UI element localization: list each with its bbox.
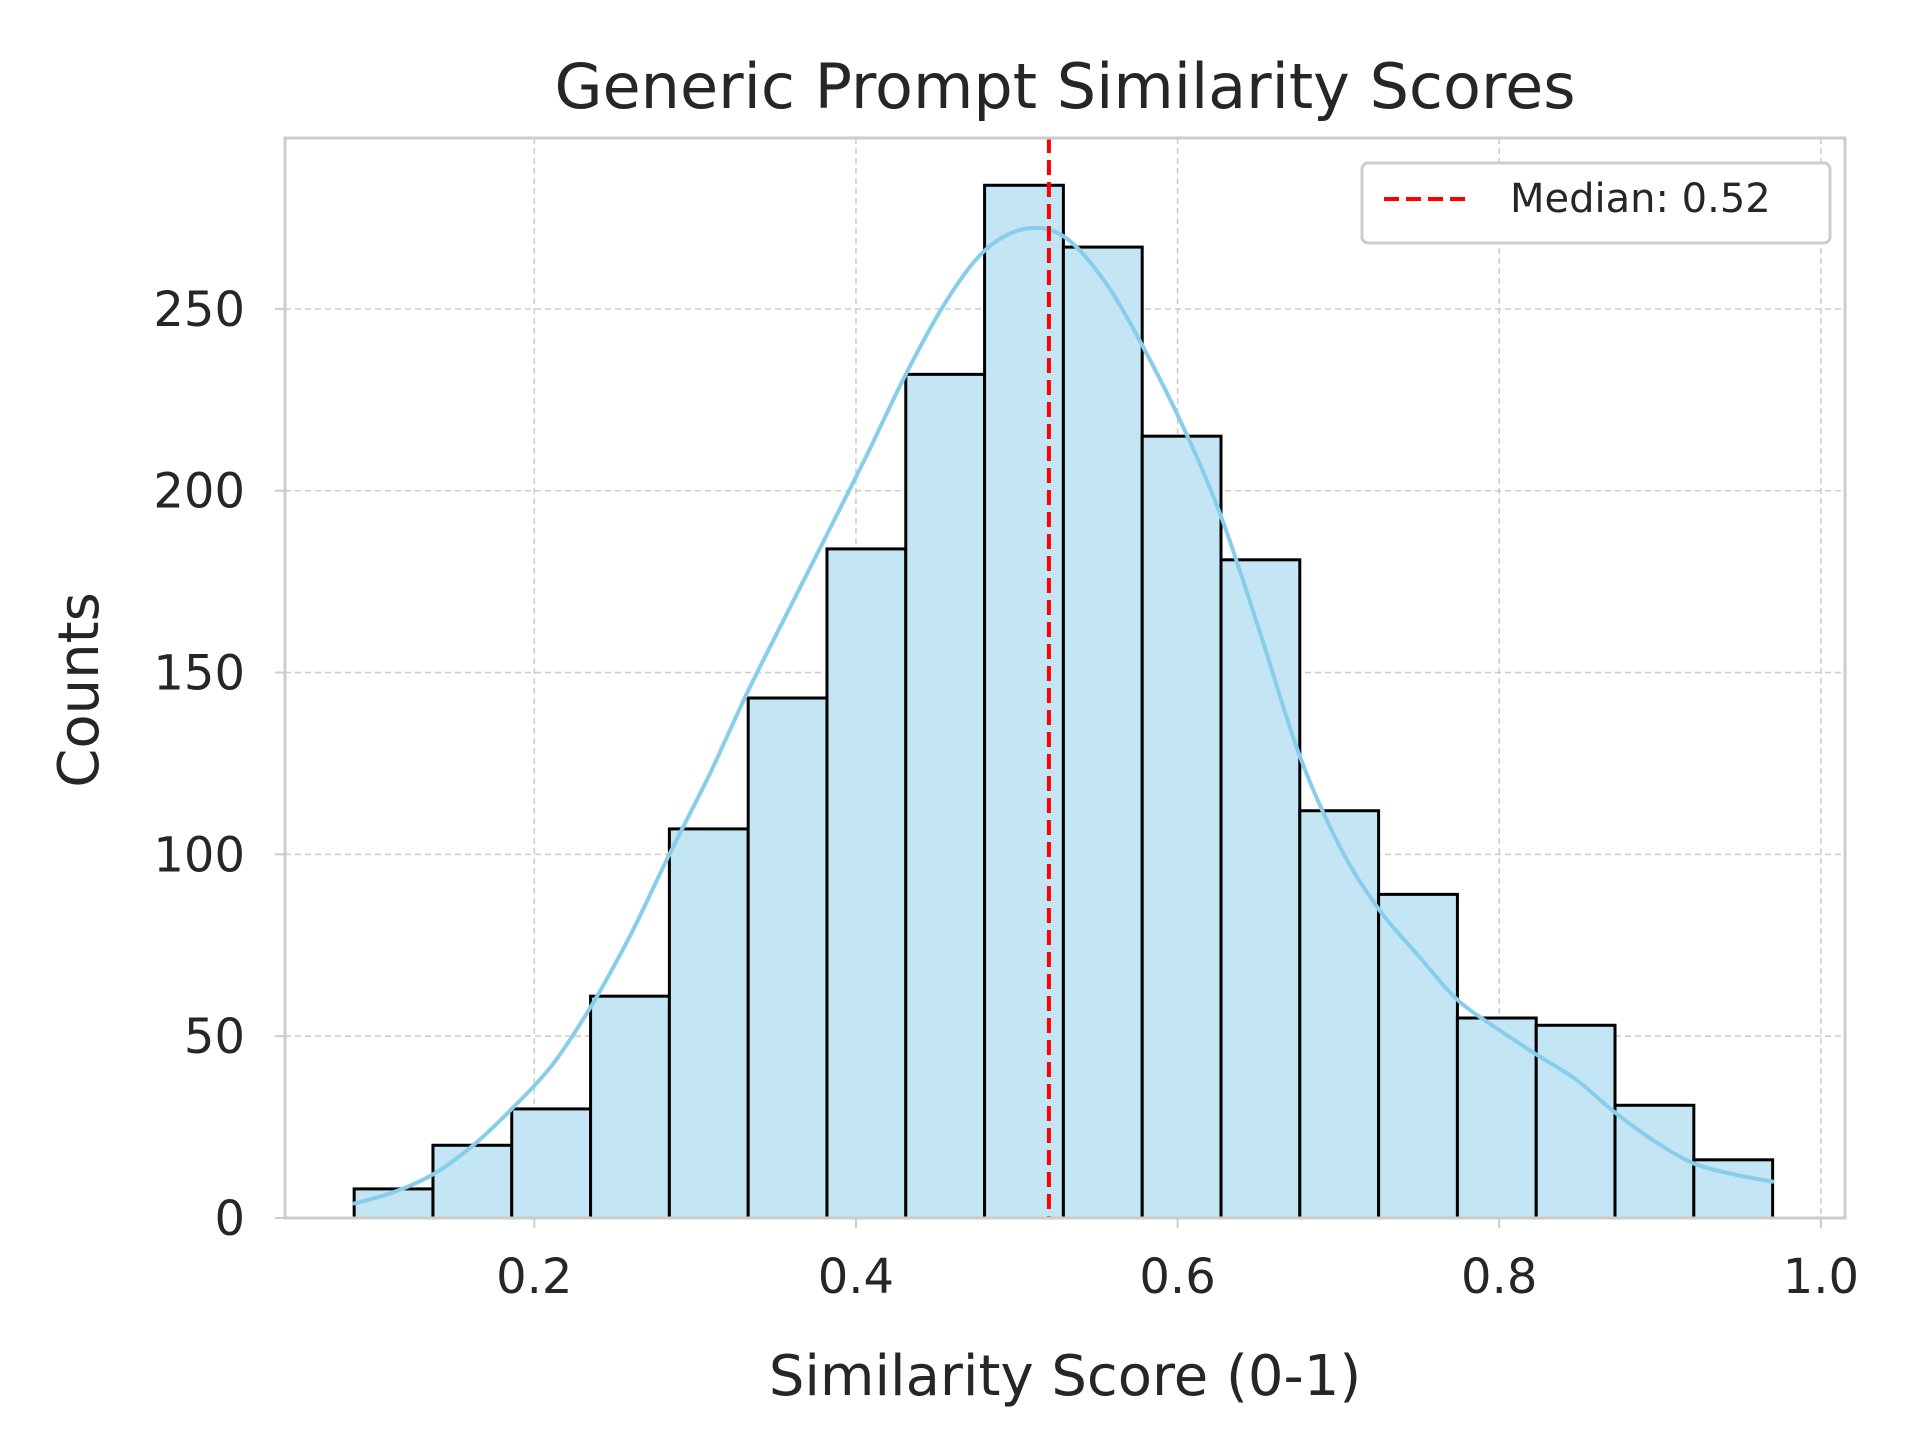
x-axis-label: Similarity Score (0-1) <box>769 1344 1361 1409</box>
bars-layer <box>352 183 1775 1220</box>
histogram-bar-11 <box>1219 558 1302 1220</box>
histogram-bar-2 <box>510 1107 593 1220</box>
histogram-bar-4 <box>667 827 750 1220</box>
legend-box <box>1360 161 1832 245</box>
histogram-bar-14 <box>1455 1016 1538 1220</box>
plot-frame <box>283 136 1847 1220</box>
kde-curve <box>352 225 1775 1206</box>
y-tick-label-0: 0 <box>214 1191 245 1247</box>
y-axis-label: Counts <box>47 592 112 787</box>
y-tick-label-3: 150 <box>153 646 245 702</box>
x-tick-label-3: 0.8 <box>1461 1249 1537 1305</box>
histogram-bar-1 <box>431 1143 514 1220</box>
ticks-layer: 0.2 0.4 0.6 0.8 1.0 0 50 100 150 200 250 <box>153 282 1859 1305</box>
histogram-bar-12 <box>1298 809 1381 1220</box>
histogram-bar-9 <box>1061 245 1144 1220</box>
x-tick-label-0: 0.2 <box>496 1249 572 1305</box>
histogram-bar-6 <box>825 547 908 1220</box>
axes-layer <box>283 136 1847 1220</box>
x-tick-label-4: 1.0 <box>1783 1249 1859 1305</box>
histogram-bar-5 <box>746 696 829 1220</box>
y-tick-label-4: 200 <box>153 464 245 520</box>
x-tick-label-2: 0.6 <box>1139 1249 1215 1305</box>
histogram-bar-3 <box>589 994 671 1220</box>
legend: Median: 0.52 <box>1360 161 1832 245</box>
histogram-bar-8 <box>983 183 1065 1220</box>
histogram-bar-13 <box>1377 892 1459 1220</box>
x-tick-label-1: 0.4 <box>818 1249 894 1305</box>
y-tick-label-5: 250 <box>153 282 245 338</box>
histogram-bar-10 <box>1140 434 1223 1220</box>
legend-median-label: Median: 0.52 <box>1510 176 1771 222</box>
y-tick-label-1: 50 <box>184 1009 245 1065</box>
histogram-bar-7 <box>904 372 987 1220</box>
chart-title: Generic Prompt Similarity Scores <box>554 50 1575 123</box>
histogram-bar-15 <box>1534 1023 1617 1220</box>
kde-layer <box>352 225 1775 1206</box>
y-tick-label-2: 100 <box>153 827 245 883</box>
